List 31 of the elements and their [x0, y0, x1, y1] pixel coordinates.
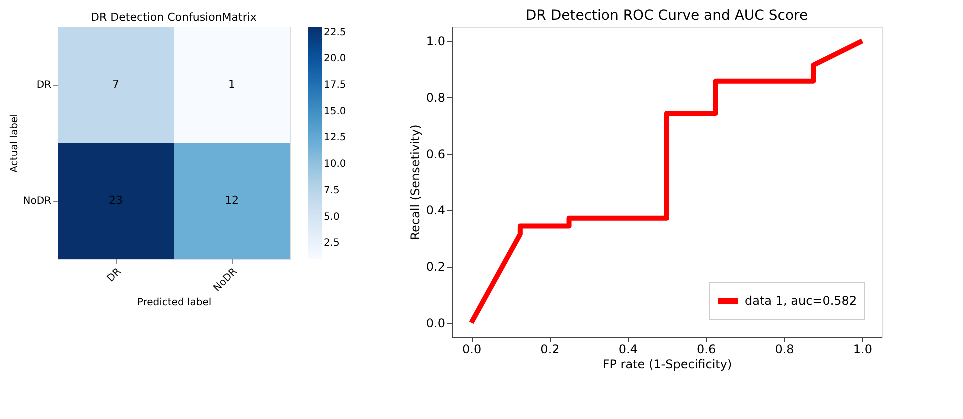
- data-label: 23: [109, 194, 123, 207]
- color-bar-label: 15.0: [324, 106, 346, 118]
- x-tick-label: 1.0: [853, 342, 872, 356]
- x-tick-label: 0.4: [618, 342, 638, 356]
- color-bar-label: 10.0: [324, 159, 346, 170]
- y-tick-label: 0.8: [426, 90, 446, 105]
- data-label: 1: [228, 78, 236, 91]
- y-tick-label: 1.0: [426, 34, 446, 49]
- color-bar-label: 12.5: [324, 132, 346, 144]
- data-label: 7: [112, 78, 120, 91]
- x-tick-label: 0.0: [462, 342, 482, 356]
- color-bar-label: 17.5: [324, 80, 346, 91]
- y-tick-label: 0.6: [426, 147, 446, 162]
- legend-label: data 1, auc=0.582: [745, 294, 858, 308]
- color-bar-label: 5.0: [324, 212, 340, 223]
- y-tick-label: 0.4: [426, 204, 446, 218]
- chart-title: DR Detection ConfusionMatrix: [91, 11, 258, 24]
- chart-title: DR Detection ROC Curve and AUC Score: [526, 8, 808, 24]
- x-tick-label: 0.6: [697, 342, 716, 356]
- x-axis-title: FP rate (1-Specificity): [602, 358, 732, 372]
- data-label: 12: [225, 194, 239, 207]
- y-axis-title: Actual label: [9, 114, 20, 173]
- y-axis-title: Recall (Sensetivity): [408, 124, 422, 240]
- y-tick-label: 0.0: [426, 316, 446, 330]
- x-axis-title: Predicted label: [137, 298, 212, 309]
- color-bar-label: 22.5: [324, 27, 346, 38]
- color-bar-label: 2.5: [324, 238, 340, 250]
- x-tick-label: 0.2: [540, 342, 560, 356]
- color-bar-label: 20.0: [324, 54, 346, 65]
- x-tick-label: 0.8: [775, 342, 794, 356]
- color-bar-label: 7.5: [324, 185, 340, 196]
